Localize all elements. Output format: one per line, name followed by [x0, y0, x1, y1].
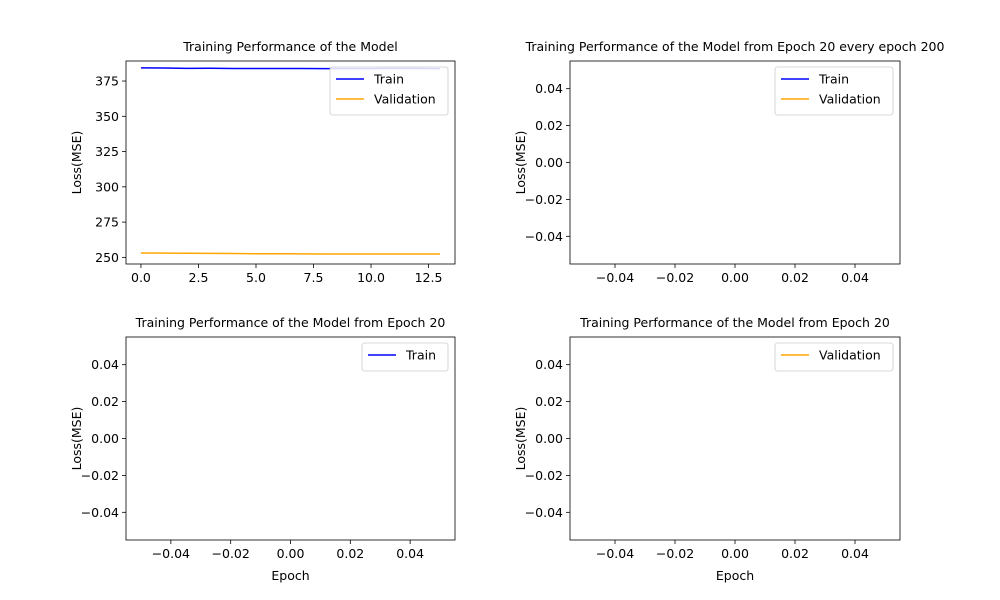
- x-tick-label: −0.02: [212, 546, 250, 561]
- x-tick-label: 0.0: [131, 270, 151, 285]
- y-tick-label: 0.04: [535, 357, 563, 372]
- x-tick-label: 0.00: [277, 546, 305, 561]
- chart-title: Training Performance of the Model: [182, 39, 398, 54]
- chart-title: Training Performance of the Model from E…: [135, 315, 446, 330]
- legend-box: [774, 342, 894, 372]
- legend: Train Validation: [329, 66, 449, 116]
- y-tick-label: 0.02: [91, 394, 119, 409]
- axes-frame: [569, 336, 901, 541]
- y-tick-label: −0.02: [525, 192, 563, 207]
- axes-frame: [125, 60, 456, 265]
- x-tick-label: 7.5: [304, 270, 324, 285]
- y-tick-label: 0.04: [91, 357, 119, 372]
- x-tick-label: 0.00: [721, 270, 749, 285]
- y-tick-label: −0.02: [525, 468, 563, 483]
- chart-title: Training Performance of the Model from E…: [579, 315, 890, 330]
- y-tick-label: 0.04: [535, 81, 563, 96]
- x-tick-label: −0.04: [596, 270, 634, 285]
- y-tick-label: 0.00: [535, 431, 563, 446]
- y-tick-label: 350: [95, 109, 119, 124]
- x-tick-label: 0.04: [396, 546, 424, 561]
- legend-label-1: Train: [373, 72, 404, 87]
- legend-box: [361, 342, 449, 372]
- x-tick-label: 0.04: [841, 546, 869, 561]
- x-axis-label: Epoch: [716, 568, 754, 583]
- y-axis-label: Loss(MSE): [69, 131, 84, 195]
- x-axis-label: Epoch: [271, 568, 309, 583]
- x-tick-label: −0.04: [596, 546, 634, 561]
- x-tick-label: −0.04: [152, 546, 190, 561]
- x-tick-label: 2.5: [189, 270, 209, 285]
- y-tick-label: −0.02: [81, 468, 119, 483]
- x-tick-label: 0.00: [721, 546, 749, 561]
- y-tick-label: 275: [95, 215, 119, 230]
- y-axis-label: Loss(MSE): [513, 407, 528, 471]
- chart-title: Training Performance of the Model from E…: [525, 39, 945, 54]
- legend: Train: [361, 342, 449, 372]
- legend-label-1: Validation: [819, 348, 881, 363]
- series-line-2: [140, 252, 441, 255]
- x-tick-label: 5.0: [246, 270, 266, 285]
- x-tick-label: 12.5: [415, 270, 443, 285]
- x-tick-label: 0.02: [781, 546, 809, 561]
- x-tick-label: 10.0: [357, 270, 385, 285]
- axes-frame: [569, 60, 901, 265]
- chart-panel-3: Training Performance of the Model from E…: [69, 315, 456, 583]
- chart-panel-2: Training Performance of the Model from E…: [513, 39, 944, 285]
- legend: Train Validation: [774, 66, 894, 116]
- legend-label-1: Train: [818, 72, 849, 87]
- y-axis-label: Loss(MSE): [69, 407, 84, 471]
- x-tick-label: 0.02: [781, 270, 809, 285]
- x-tick-label: −0.02: [656, 270, 694, 285]
- y-tick-label: −0.04: [525, 505, 563, 520]
- y-axis-label: Loss(MSE): [513, 131, 528, 195]
- x-tick-label: 0.04: [841, 270, 869, 285]
- legend-label-2: Validation: [819, 92, 881, 107]
- y-tick-label: −0.04: [81, 505, 119, 520]
- y-tick-label: 375: [95, 74, 119, 89]
- y-tick-label: 325: [95, 144, 119, 159]
- y-tick-label: 0.00: [91, 431, 119, 446]
- x-tick-label: 0.02: [336, 546, 364, 561]
- chart-panel-4: Training Performance of the Model from E…: [513, 315, 901, 583]
- legend-label-2: Validation: [374, 92, 436, 107]
- y-tick-label: 0.02: [535, 118, 563, 133]
- y-tick-label: −0.04: [525, 229, 563, 244]
- chart-panel-1: Training Performance of the Model 0.0 2.5 5…: [69, 39, 456, 285]
- y-tick-label: 0.00: [535, 155, 563, 170]
- y-tick-label: 250: [95, 250, 119, 265]
- y-tick-label: 0.02: [535, 394, 563, 409]
- legend: Validation: [774, 342, 894, 372]
- y-tick-label: 300: [95, 179, 119, 194]
- x-tick-label: −0.02: [656, 546, 694, 561]
- legend-label-1: Train: [405, 348, 436, 363]
- axes-frame: [125, 336, 456, 541]
